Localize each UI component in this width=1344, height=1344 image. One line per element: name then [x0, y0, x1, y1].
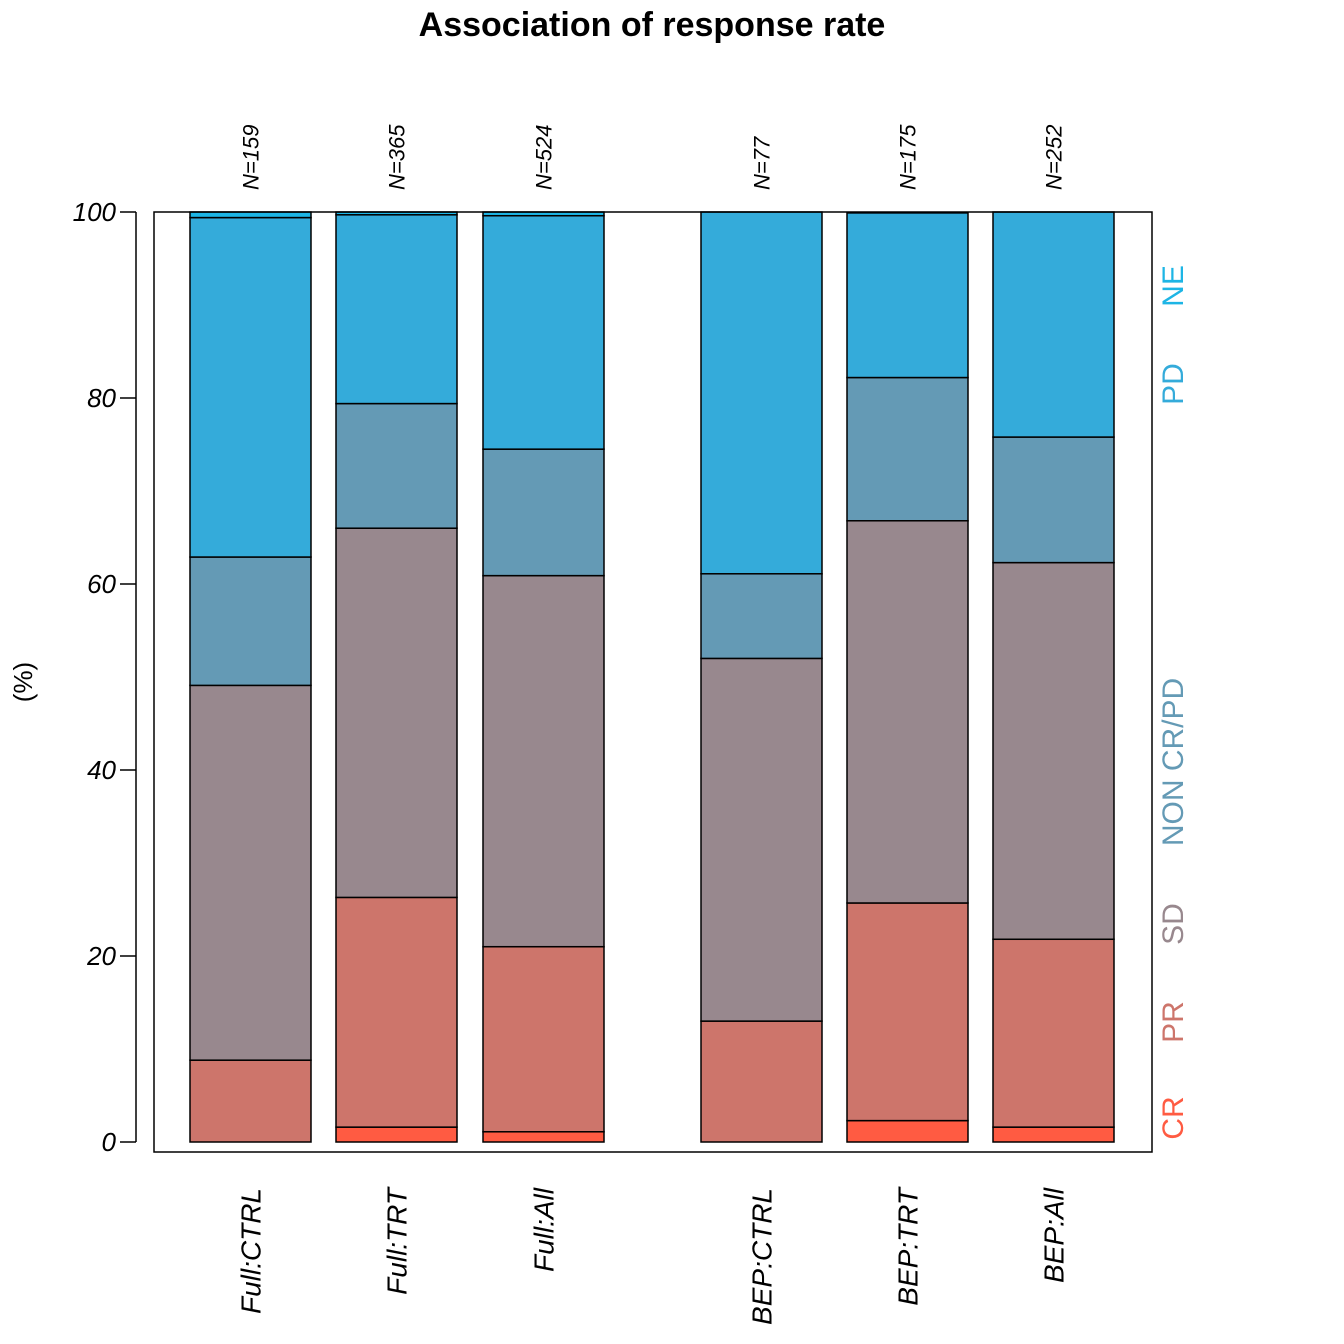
bar-segment-ne: [189, 211, 312, 219]
response-label-pd: PD: [1157, 363, 1190, 405]
bar-segment-pr: [482, 945, 605, 1133]
bar-segment-pr: [335, 896, 458, 1128]
response-label-pr: PR: [1157, 1001, 1190, 1043]
sample-size-label: N=175: [896, 124, 921, 190]
bar-segment-non-cr-pd: [846, 376, 969, 522]
bar-segment-cr: [482, 1131, 605, 1143]
bar-segment-pd: [700, 211, 823, 575]
bar-segment-pd: [992, 211, 1115, 438]
response-label-non-cr-pd: NON CR/PD: [1157, 678, 1190, 846]
sample-size-label: N=252: [1042, 125, 1067, 190]
category-label: Full:All: [529, 1187, 560, 1272]
bar-segment-sd: [189, 684, 312, 1061]
y-axis-label: (%): [8, 662, 38, 702]
bar-segment-sd: [335, 527, 458, 899]
bar-segment-pd: [482, 214, 605, 450]
bar-segment-cr: [992, 1126, 1115, 1143]
bar-segment-pr: [189, 1059, 312, 1143]
bar-segment-pd: [189, 216, 312, 558]
category-label: Full:TRT: [382, 1186, 413, 1295]
bar-segment-cr: [335, 1126, 458, 1143]
bar-segment-non-cr-pd: [189, 556, 312, 687]
bar-segment-non-cr-pd: [482, 448, 605, 577]
y-tick-label: 60: [87, 569, 116, 599]
bar-segment-sd: [700, 657, 823, 1022]
plot-frame: [153, 211, 1153, 1153]
response-label-ne: NE: [1157, 265, 1190, 307]
sample-size-label: N=77: [750, 136, 775, 190]
bar-segment-sd: [482, 574, 605, 948]
bar-segment-non-cr-pd: [335, 402, 458, 529]
sample-size-labels: N=159 N=365 N=524 N=77 N=175 N=252: [239, 124, 1067, 190]
bar-segment-sd: [846, 520, 969, 904]
y-tick-label: 20: [86, 941, 116, 971]
response-category-labels: CR PR SD NON CR/PD PD NE: [1157, 265, 1190, 1140]
sample-size-label: N=524: [532, 125, 557, 190]
stacked-bars: [189, 211, 1115, 1143]
sample-size-label: N=365: [385, 124, 410, 190]
category-labels: Full:CTRL Full:TRT Full:All BEP:CTRL BEP:TRT…: [236, 1186, 1070, 1325]
bar-segment-pd: [846, 212, 969, 379]
response-label-sd: SD: [1157, 903, 1190, 945]
bar-segment-pr: [700, 1020, 823, 1143]
y-tick-label: 100: [73, 197, 117, 227]
bar-segment-pr: [846, 902, 969, 1122]
category-label: BEP:CTRL: [747, 1188, 778, 1325]
category-label: BEP:TRT: [893, 1186, 924, 1306]
bar-segment-pd: [335, 214, 458, 405]
bar-segment-pr: [992, 938, 1115, 1128]
bar-segment-sd: [992, 561, 1115, 941]
y-tick-label: 80: [87, 383, 116, 413]
sample-size-label: N=159: [239, 125, 264, 190]
category-label: Full:CTRL: [236, 1188, 267, 1314]
bar-segment-cr: [846, 1119, 969, 1143]
response-label-cr: CR: [1157, 1096, 1190, 1139]
y-tick-label: 40: [87, 755, 116, 785]
y-tick-label: 0: [102, 1127, 117, 1157]
category-label: BEP:All: [1039, 1187, 1070, 1283]
bar-segment-non-cr-pd: [992, 436, 1115, 564]
bar-segment-non-cr-pd: [700, 573, 823, 660]
chart-title: Association of response rate: [419, 6, 886, 44]
y-axis: 0 20 40 60 80 100: [73, 197, 137, 1157]
